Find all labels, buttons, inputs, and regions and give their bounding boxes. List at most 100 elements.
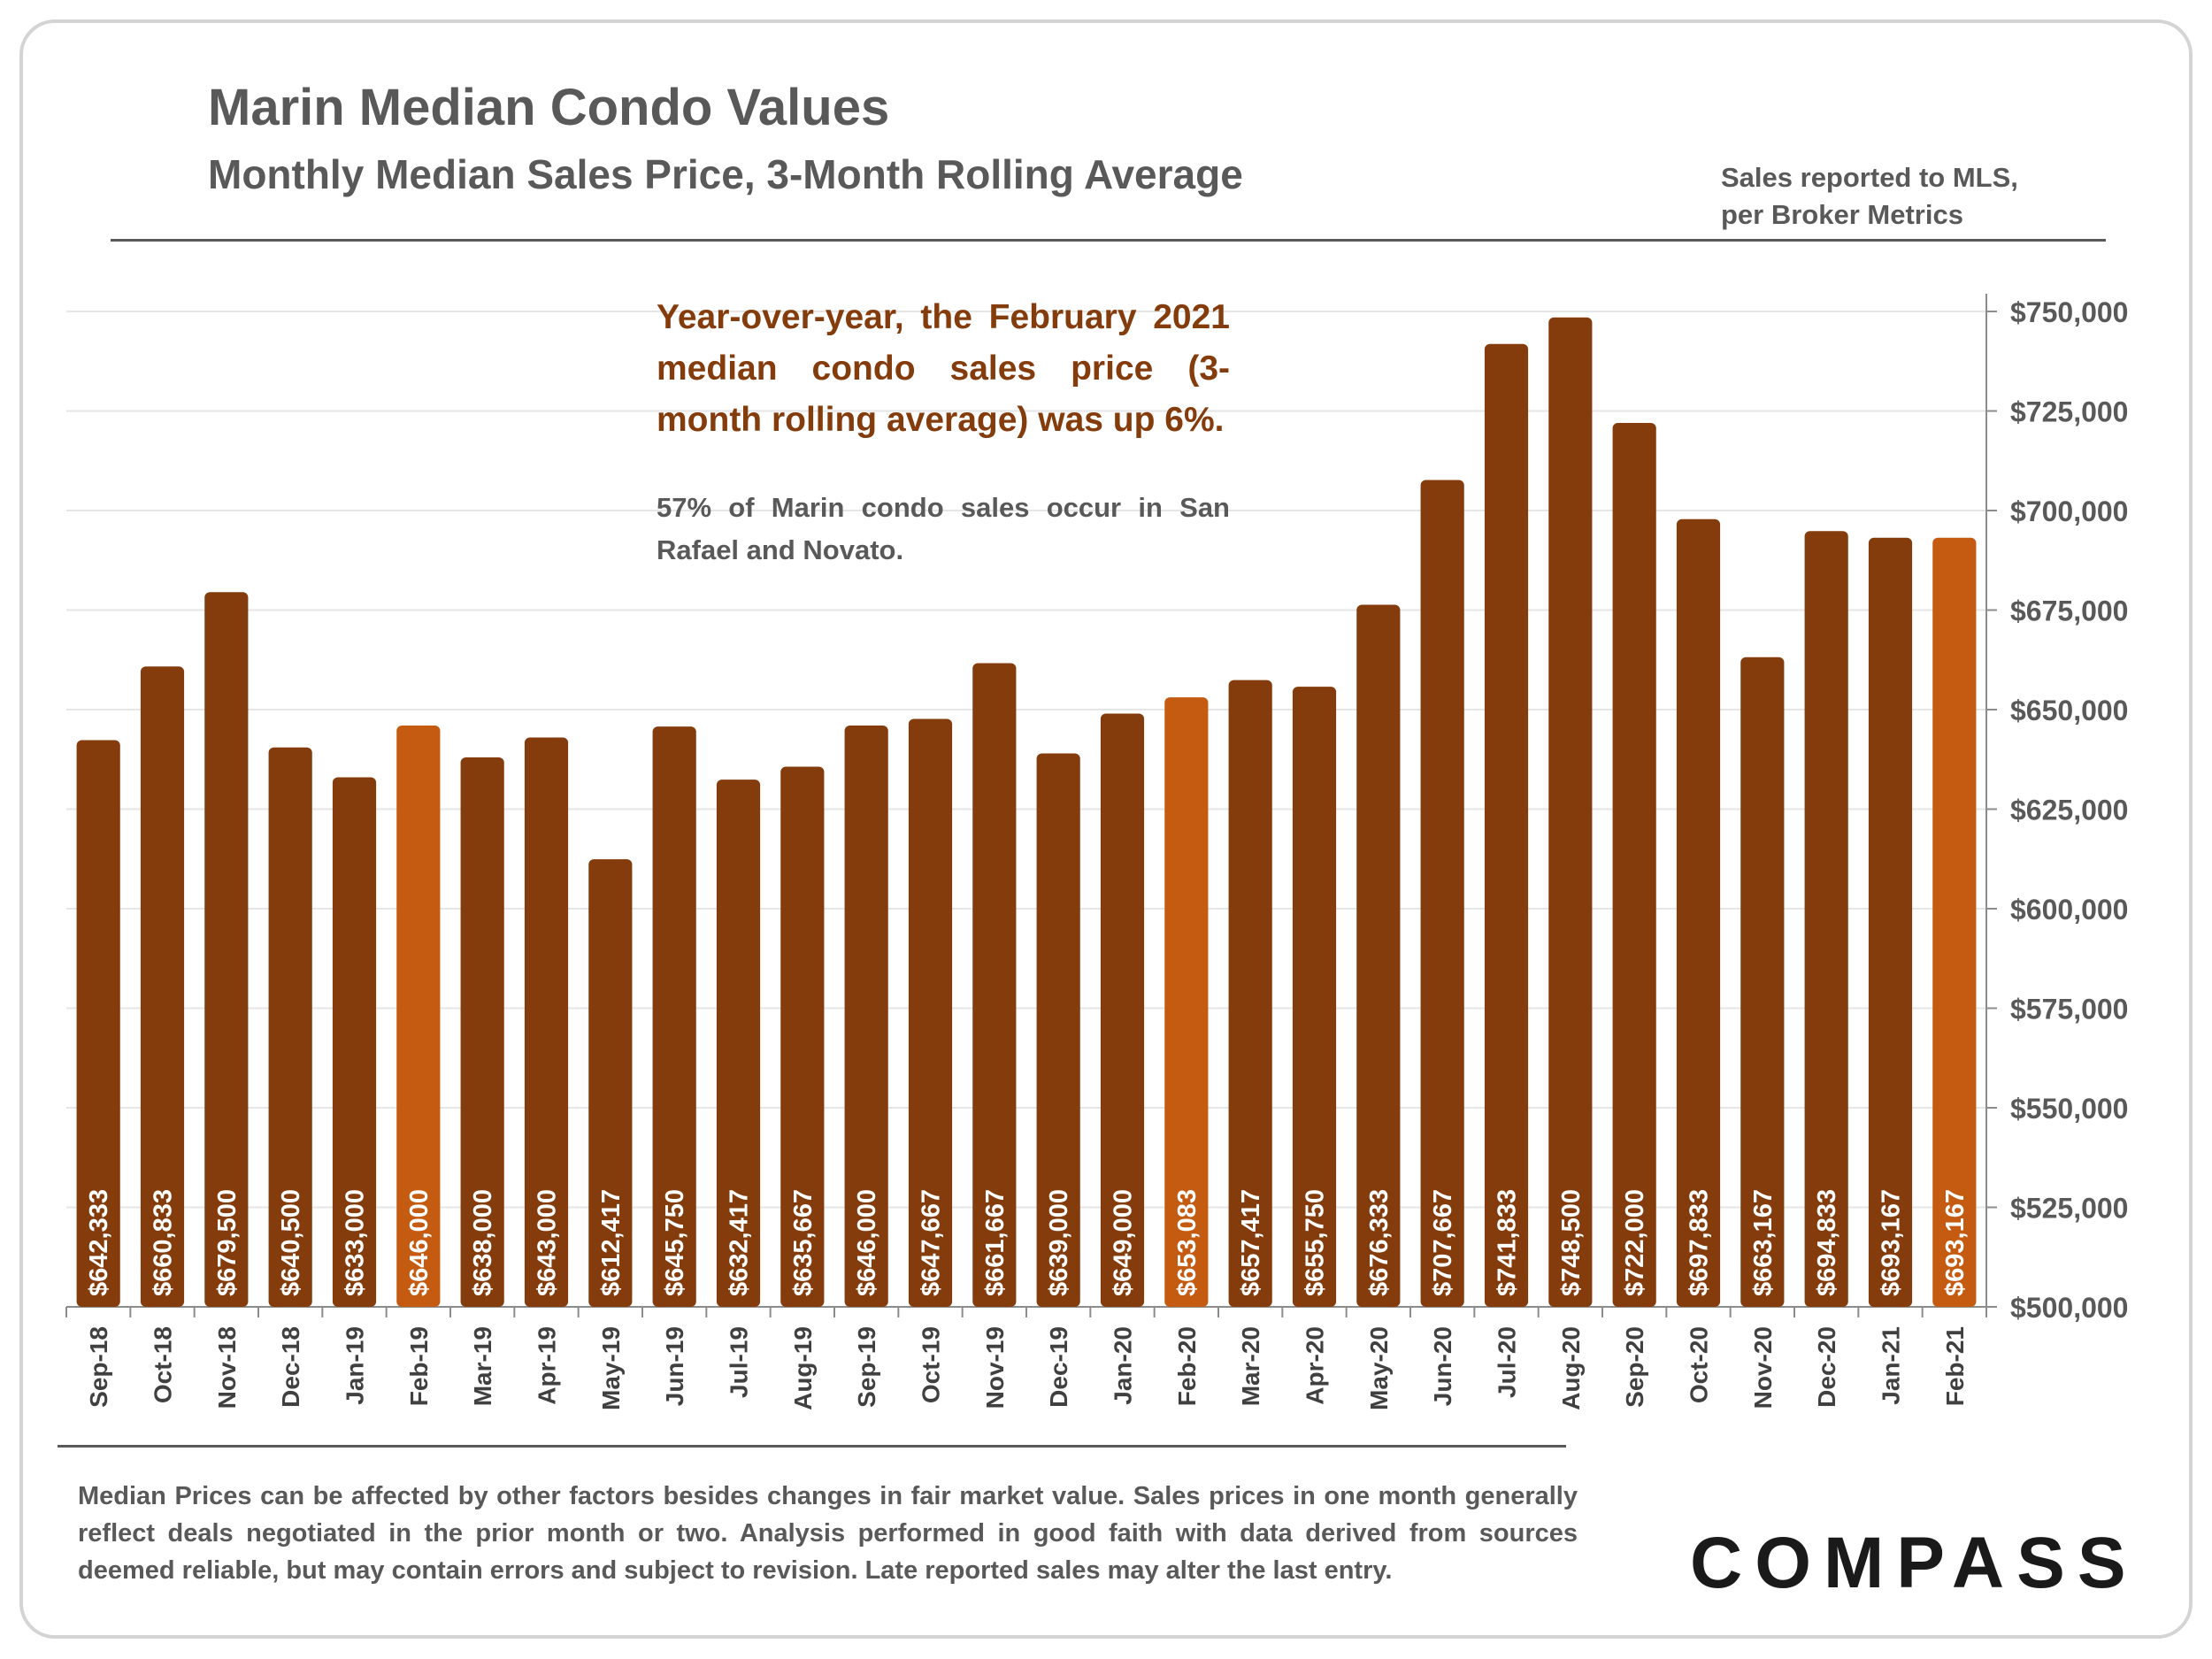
bar-data-label: $647,667 bbox=[918, 1189, 946, 1296]
bar bbox=[1228, 680, 1272, 1307]
bar-data-label: $697,833 bbox=[1686, 1189, 1714, 1296]
x-tick-label: Jan-21 bbox=[1878, 1326, 1905, 1405]
bar bbox=[268, 747, 312, 1307]
callout-box: Year-over-year, the February 2021 median… bbox=[657, 292, 1230, 572]
bar-data-label: $612,417 bbox=[597, 1189, 626, 1296]
footnote: Median Prices can be affected by other f… bbox=[78, 1482, 1578, 1585]
bar bbox=[76, 740, 120, 1307]
x-tick-label: Oct-18 bbox=[150, 1326, 177, 1403]
bar-data-label: $640,500 bbox=[277, 1189, 305, 1296]
x-tick-label: Jun-20 bbox=[1429, 1326, 1456, 1406]
bar-data-label: $657,417 bbox=[1237, 1189, 1265, 1296]
callout-sub-text: 57% of Marin condo sales occur in San Ra… bbox=[657, 492, 1230, 565]
bar-data-label: $632,417 bbox=[726, 1189, 754, 1296]
x-tick-label: Feb-19 bbox=[405, 1326, 433, 1406]
x-tick-label: Aug-19 bbox=[789, 1326, 817, 1410]
x-tick-label: Apr-19 bbox=[534, 1326, 561, 1405]
bar-data-label: $722,000 bbox=[1621, 1189, 1649, 1296]
bar bbox=[844, 726, 888, 1307]
bar bbox=[1100, 713, 1145, 1307]
source-note: Sales reported to MLS, per Broker Metric… bbox=[1721, 159, 2018, 234]
page-title: Marin Median Condo Values bbox=[208, 79, 890, 136]
bar bbox=[652, 726, 696, 1307]
bar-data-label: $638,000 bbox=[469, 1189, 497, 1296]
compass-logo: COMPASS bbox=[1690, 1523, 2139, 1603]
y-tick-label: $500,000 bbox=[2010, 1292, 2128, 1324]
bar bbox=[204, 592, 249, 1307]
x-tick-label: Oct-19 bbox=[918, 1326, 945, 1403]
bar bbox=[908, 718, 953, 1307]
bar-data-label: $633,000 bbox=[342, 1189, 370, 1296]
x-tick-label: Apr-20 bbox=[1302, 1326, 1329, 1405]
x-tick-label: Sep-18 bbox=[85, 1326, 112, 1408]
bar bbox=[1036, 753, 1080, 1307]
y-tick-label: $750,000 bbox=[2010, 296, 2128, 328]
page-subtitle: Monthly Median Sales Price, 3-Month Roll… bbox=[208, 151, 1243, 197]
bar bbox=[588, 859, 633, 1307]
bar bbox=[1292, 687, 1337, 1307]
x-tick-label: Jul-19 bbox=[726, 1326, 753, 1398]
x-tick-label: Nov-19 bbox=[981, 1326, 1009, 1409]
source-note-line-1: Sales reported to MLS, bbox=[1721, 162, 2018, 193]
x-tick-label: Jan-19 bbox=[342, 1326, 369, 1405]
bar-data-label: $679,500 bbox=[213, 1189, 242, 1296]
y-tick-label: $625,000 bbox=[2010, 795, 2128, 826]
bar bbox=[1676, 518, 1721, 1307]
y-tick-label: $700,000 bbox=[2010, 495, 2128, 527]
bar bbox=[1356, 604, 1401, 1307]
bar-data-label: $643,000 bbox=[534, 1189, 562, 1296]
bar bbox=[524, 737, 569, 1307]
y-tick-label: $600,000 bbox=[2010, 894, 2128, 926]
bar-data-label: $660,833 bbox=[150, 1189, 178, 1296]
source-note-line-2: per Broker Metrics bbox=[1721, 199, 1963, 230]
bar-data-label: $646,000 bbox=[853, 1189, 881, 1296]
bar-data-label: $741,833 bbox=[1494, 1189, 1522, 1296]
y-tick-label: $650,000 bbox=[2010, 695, 2128, 726]
x-tick-label: Dec-19 bbox=[1045, 1326, 1072, 1408]
x-tick-label: Jan-20 bbox=[1110, 1326, 1137, 1405]
bar-data-label: $707,667 bbox=[1429, 1189, 1457, 1296]
bar-data-label: $748,500 bbox=[1557, 1189, 1586, 1296]
bar bbox=[780, 766, 825, 1307]
bar bbox=[1164, 697, 1209, 1307]
x-tick-label: Sep-20 bbox=[1621, 1326, 1648, 1408]
bar-chart: $500,000 $525,000 $550,000 $575,000 $600,000… bbox=[65, 294, 2128, 1410]
bar bbox=[460, 757, 504, 1307]
callout-main-text: Year-over-year, the February 2021 median… bbox=[657, 298, 1230, 439]
x-tick-label: Sep-19 bbox=[853, 1326, 880, 1408]
bar-data-label: $645,750 bbox=[661, 1189, 689, 1296]
bar bbox=[1484, 343, 1529, 1308]
bar-data-label: $653,083 bbox=[1173, 1189, 1202, 1296]
bar bbox=[140, 666, 185, 1307]
x-tick-label: Jul-20 bbox=[1494, 1326, 1521, 1398]
y-tick-label: $675,000 bbox=[2010, 595, 2128, 627]
bar-data-label: $693,167 bbox=[1878, 1189, 1906, 1296]
y-tick-label: $725,000 bbox=[2010, 396, 2128, 428]
y-tick-label: $575,000 bbox=[2010, 994, 2128, 1025]
bar-data-label: $693,167 bbox=[1941, 1189, 1970, 1296]
bar-data-label: $646,000 bbox=[405, 1189, 434, 1296]
bar bbox=[1612, 423, 1656, 1307]
bar bbox=[716, 780, 761, 1307]
x-tick-label: Nov-18 bbox=[213, 1326, 241, 1409]
bar bbox=[1868, 537, 1913, 1307]
bar-data-label: $642,333 bbox=[85, 1189, 113, 1296]
x-tick-label: Dec-20 bbox=[1813, 1326, 1840, 1408]
x-tick-label: Jun-19 bbox=[661, 1326, 688, 1406]
x-tick-label: May-19 bbox=[597, 1326, 625, 1410]
x-tick-label: Oct-20 bbox=[1686, 1326, 1713, 1403]
bar-data-label: $694,833 bbox=[1813, 1189, 1841, 1296]
bar bbox=[1932, 537, 1977, 1307]
bar bbox=[1548, 317, 1593, 1307]
x-tick-label: Mar-19 bbox=[469, 1326, 496, 1406]
bar bbox=[1804, 531, 1848, 1307]
x-tick-label: Feb-20 bbox=[1173, 1326, 1201, 1406]
bar bbox=[1740, 657, 1785, 1307]
header-divider bbox=[111, 239, 2106, 242]
bar bbox=[332, 777, 377, 1307]
y-tick-label: $525,000 bbox=[2010, 1193, 2128, 1225]
bar-data-label: $639,000 bbox=[1045, 1189, 1073, 1296]
bar-data-label: $635,667 bbox=[789, 1189, 818, 1296]
bar-data-label: $663,167 bbox=[1749, 1189, 1778, 1296]
bar bbox=[972, 663, 1017, 1307]
